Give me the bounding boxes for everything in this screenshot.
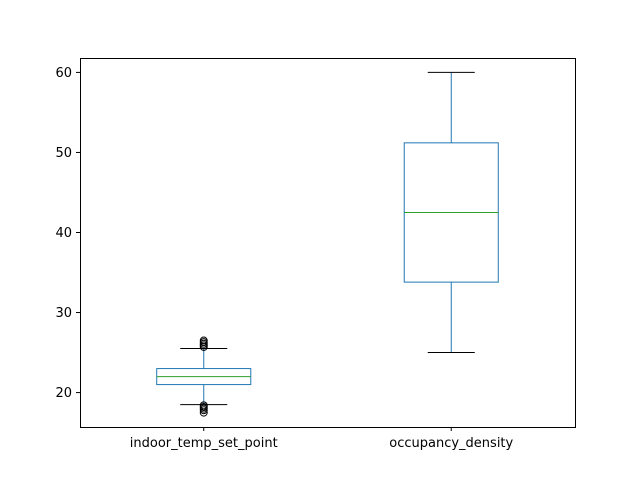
axes: 20 30 40 50 60 indoor_temp_set_point occupancy…: [55, 66, 513, 451]
box-group-occupancy-density: [403, 71, 499, 354]
x-tick-label: indoor_temp_set_point: [130, 436, 278, 451]
outlier-point: [199, 336, 208, 345]
y-tick-label: 50: [55, 146, 72, 161]
plot-area: [156, 71, 499, 417]
x-tick-label: occupancy_density: [389, 436, 513, 451]
y-tick-label: 20: [55, 386, 72, 401]
box-group-indoor-temp-set-point: [156, 336, 252, 417]
y-tick-label: 40: [55, 226, 72, 241]
outlier-point: [199, 401, 208, 410]
axes-frame: [80, 58, 576, 428]
y-tick-label: 60: [55, 66, 72, 81]
y-tick-label: 30: [55, 306, 72, 321]
